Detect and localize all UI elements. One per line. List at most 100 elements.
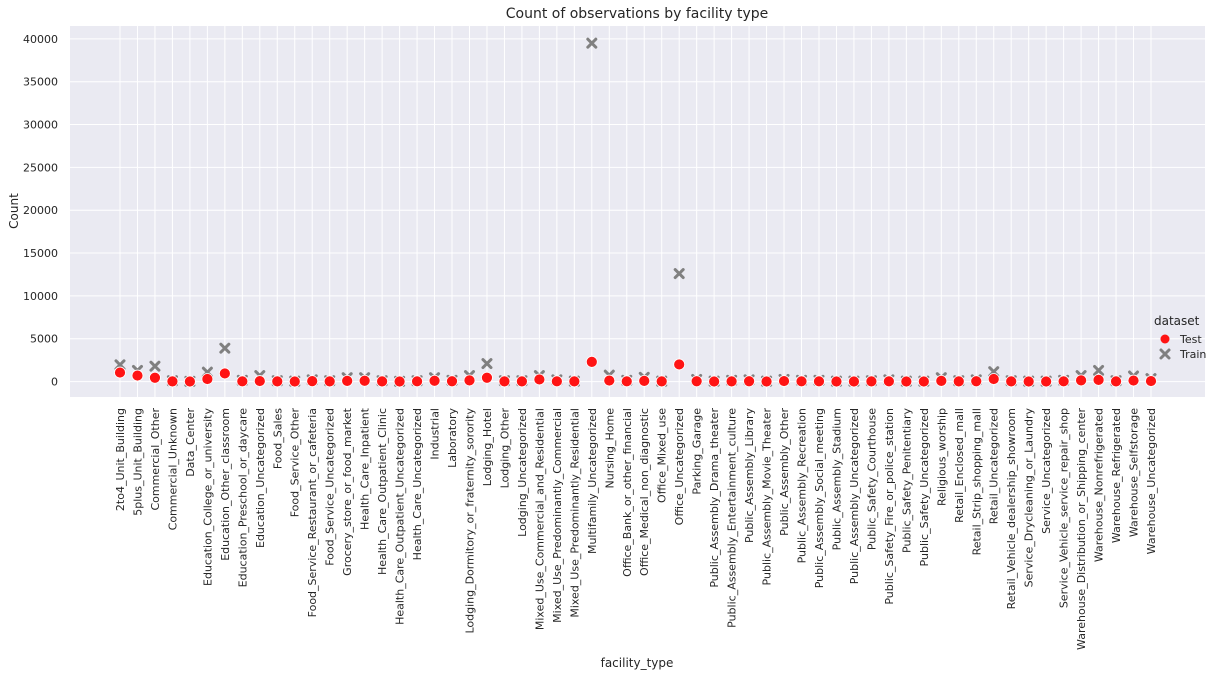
x-tick-label: Lodging_Dormitory_or_fraternity_sorority <box>463 408 476 634</box>
x-tick-label: Multifamily_Uncategorized <box>586 408 599 554</box>
test-point <box>620 375 633 388</box>
x-tick-label: Food_Service_Other <box>289 408 302 518</box>
test-point <box>708 375 721 388</box>
x-tick-label: Service_Uncategorized <box>1040 408 1053 534</box>
legend-marker-test <box>1160 334 1170 344</box>
data-points <box>114 37 1157 388</box>
x-tick-label: Public_Assembly_Drama_theater <box>708 408 721 588</box>
test-point <box>201 373 214 385</box>
x-tick-label: Public_Assembly_Uncategorized <box>848 408 861 584</box>
x-tick-label: Retail_Enclosed_mall <box>953 408 966 523</box>
x-tick-label: Retail_Vehicle_dealership_showroom <box>1005 408 1018 609</box>
test-point <box>865 375 878 388</box>
test-point <box>917 375 930 388</box>
legend-label: Test <box>1179 333 1202 346</box>
train-point <box>219 342 231 354</box>
x-tick-label: Retail_Uncategorized <box>988 408 1001 524</box>
y-tick-label: 30000 <box>23 119 58 132</box>
x-tick-label: Public_Assembly_Library <box>743 408 756 544</box>
test-point <box>236 375 249 388</box>
test-point <box>1057 375 1070 388</box>
x-tick-label: Religious_worship <box>935 408 948 506</box>
test-point <box>498 375 511 388</box>
test-point <box>690 375 703 388</box>
x-tick-label: Health_Care_Inpatient <box>359 407 372 530</box>
train-point <box>673 268 685 280</box>
x-tick-label: Grocery_store_or_food_market <box>341 407 354 575</box>
x-tick-label: Office_Uncategorized <box>673 408 686 525</box>
test-point <box>743 375 755 388</box>
test-point <box>481 371 493 384</box>
legend-marker-train <box>1159 348 1171 360</box>
test-point <box>149 371 161 384</box>
legend-label: Train <box>1179 348 1206 361</box>
test-point <box>1040 375 1053 388</box>
y-tick-label: 5000 <box>30 333 58 346</box>
x-tick-label: Food_Service_Restaurant_or_cafeteria <box>306 408 319 617</box>
test-point <box>813 375 825 388</box>
x-tick-label: Office_Mixed_use <box>656 408 669 503</box>
x-tick-label: Service_Vehicle_service_repair_shop <box>1058 408 1071 608</box>
test-point <box>760 375 773 388</box>
test-point <box>516 375 528 388</box>
x-tick-label: 2to4_Unit_Building <box>114 408 127 511</box>
test-point <box>271 375 284 388</box>
test-point <box>987 373 1000 385</box>
x-tick-label: 5plus_Unit_Building <box>131 408 144 516</box>
x-tick-label: Lodging_Uncategorized <box>516 408 529 537</box>
test-point <box>568 375 581 388</box>
x-tick-label: Public_Assembly_Movie_Theater <box>761 408 774 586</box>
x-tick-label: Public_Assembly_Recreation <box>796 408 809 563</box>
chart-title: Count of observations by facility type <box>506 6 769 22</box>
test-point <box>323 375 336 388</box>
train-point <box>149 360 161 372</box>
x-tick-label: Commercial_Other <box>149 408 162 511</box>
x-axis-title: facility_type <box>601 656 674 670</box>
y-tick-label: 25000 <box>23 161 58 174</box>
x-tick-label: Public_Safety_Penitentiary <box>900 408 913 553</box>
test-point <box>376 375 389 388</box>
test-point <box>900 375 913 388</box>
test-point <box>114 366 126 379</box>
x-tick-label: Warehouse_Selfstorage <box>1128 408 1141 537</box>
x-tick-label: Public_Assembly_Social_meeting <box>813 408 826 588</box>
test-point <box>166 375 179 388</box>
y-tick-label: 40000 <box>23 33 58 46</box>
test-point <box>952 375 965 388</box>
x-tick-label: Mixed_Use_Predominantly_Residential <box>568 408 581 618</box>
x-tick-label: Food_Sales <box>271 408 284 469</box>
x-tick-label: Education_College_or_university <box>201 408 214 586</box>
x-tick-label: Public_Assembly_Entertainment_culture <box>726 408 739 628</box>
x-tick-label: Office_Bank_or_other_financial <box>621 408 634 577</box>
test-point <box>288 375 301 388</box>
test-point <box>795 375 808 388</box>
test-point <box>411 375 423 388</box>
x-tick-label: Laboratory <box>446 408 459 468</box>
x-tick-label: Warehouse_Refrigerated <box>1110 408 1123 543</box>
x-tick-label: Education_Other_classroom <box>219 408 232 561</box>
x-tick-label: Public_Safety_Fire_or_police_station <box>883 408 896 605</box>
test-point <box>1005 375 1018 388</box>
test-point <box>830 375 843 388</box>
x-tick-label: Warehouse_Uncategorized <box>1145 408 1158 554</box>
y-tick-labels: 0 5000 10000 15000 20000 25000 30000 35000 40000 <box>23 33 58 389</box>
x-tick-label: Public_Safety_Courthouse <box>865 408 878 550</box>
y-tick-label: 20000 <box>23 204 58 217</box>
y-tick-label: 35000 <box>23 76 58 89</box>
test-point <box>183 375 196 388</box>
x-tick-label: Retail_Strip_shopping_mall <box>970 408 983 555</box>
test-point <box>393 375 406 388</box>
y-tick-label: 10000 <box>23 290 58 303</box>
legend-title: dataset <box>1154 314 1200 328</box>
x-tick-label: Education_Uncategorized <box>254 408 267 548</box>
plot-area <box>70 26 1205 397</box>
test-point <box>1145 375 1157 387</box>
test-point <box>1075 374 1088 387</box>
test-point <box>673 358 686 371</box>
test-point <box>218 367 231 380</box>
test-point <box>131 369 144 382</box>
x-tick-label: Health_Care_Outpatient_Clinic <box>376 408 389 575</box>
test-point <box>358 374 371 387</box>
x-tick-labels: 2to4_Unit_Building 5plus_Unit_Building Com… <box>114 407 1158 650</box>
